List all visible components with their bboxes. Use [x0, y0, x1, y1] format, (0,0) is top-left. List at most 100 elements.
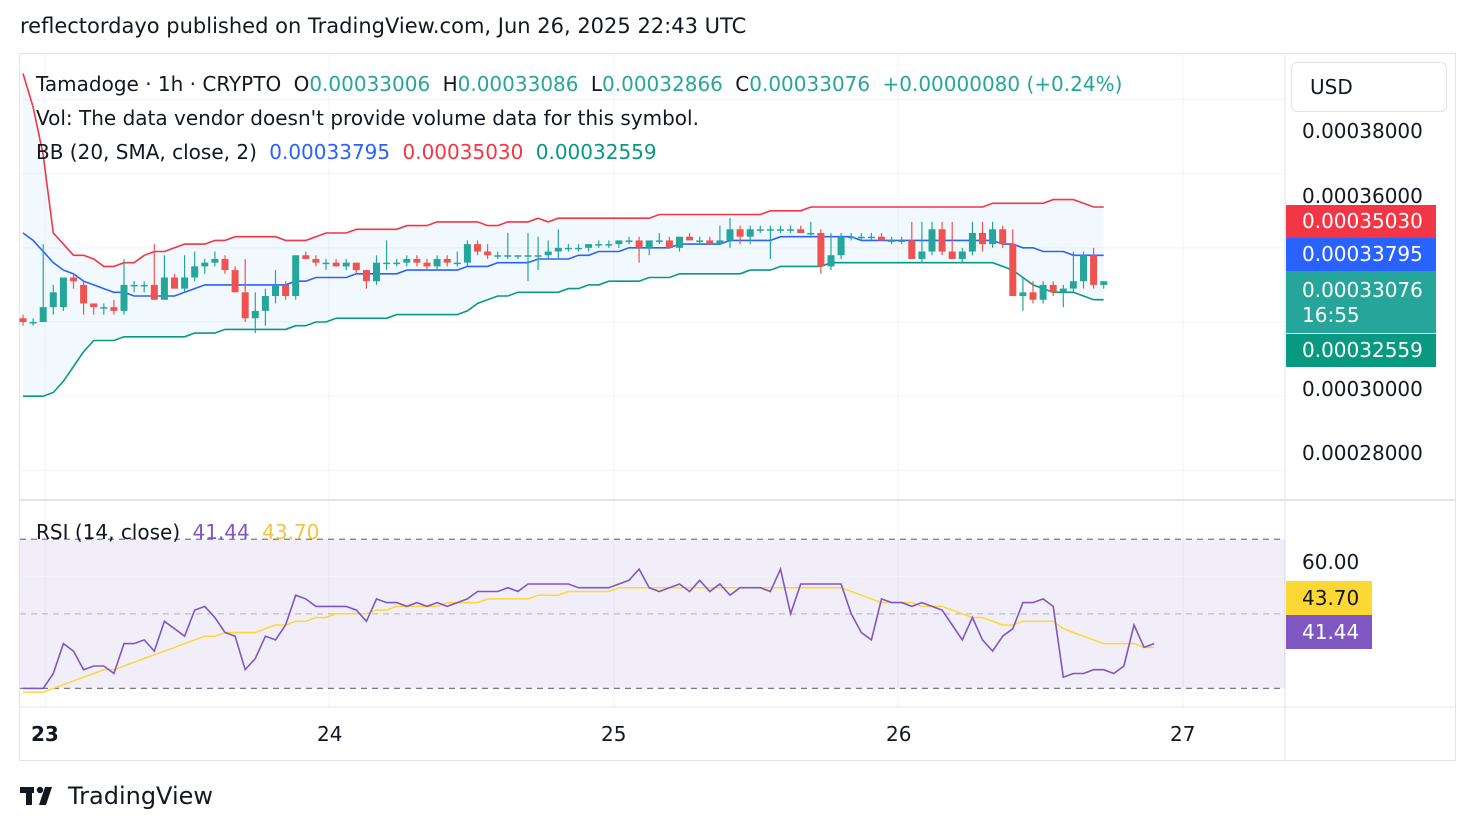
ohlc-close: C0.00033076 [735, 72, 870, 96]
candle-body [150, 284, 158, 300]
candle-body [918, 251, 926, 259]
price-tick: 0.00028000 [1302, 441, 1423, 465]
candle-body [797, 229, 805, 233]
candle-body [958, 251, 966, 259]
candle-body [19, 318, 27, 322]
currency-selector[interactable]: USD [1291, 62, 1447, 112]
bar-countdown: 16:55 [1302, 303, 1360, 327]
candle-body [433, 258, 441, 267]
bb-lower-line [23, 261, 1104, 397]
bb-upper-line [22, 73, 1104, 268]
candle-body [726, 229, 734, 241]
candle-body [171, 277, 178, 289]
tradingview-footer[interactable]: TradingView [20, 782, 213, 810]
candle-body [403, 258, 411, 263]
candle-body [968, 233, 976, 252]
candle-body [665, 240, 673, 248]
candle-body [90, 303, 98, 308]
candle-body [231, 270, 239, 293]
candle-body [160, 277, 168, 300]
candle-body [989, 229, 997, 245]
time-tick: 23 [31, 722, 59, 746]
candle-body [282, 284, 290, 297]
candle-body [777, 229, 784, 231]
candle-body [524, 255, 532, 257]
candle-body [696, 240, 704, 242]
candle-body [80, 284, 88, 304]
tradingview-logo-icon [20, 786, 52, 805]
candle-body [393, 262, 401, 265]
bb-band-fill [23, 73, 1104, 397]
candle-body [847, 236, 855, 239]
brand-name: TradingView [68, 782, 214, 810]
bb-lower-value: 0.00032559 [535, 140, 657, 164]
candle-body [1090, 255, 1098, 285]
open-label: O [293, 72, 310, 96]
candle-body [585, 244, 593, 248]
candle-body [373, 262, 380, 282]
candle-body [261, 296, 269, 311]
candle-body [787, 229, 795, 231]
bb-lower-tag: 0.00032559 [1286, 334, 1436, 367]
candle-body [817, 233, 825, 267]
candle-body [1019, 292, 1027, 297]
candle-body [605, 244, 613, 246]
candle-body [70, 277, 77, 282]
price-tick: 0.00038000 [1302, 119, 1423, 143]
time-tick: 27 [1170, 722, 1196, 746]
candle-body [49, 292, 57, 308]
close-value: 0.00033076 [749, 72, 871, 96]
rsi-ma-tag: 43.70 [1286, 581, 1372, 615]
rsi-label[interactable]: RSI (14, close) [36, 520, 181, 544]
rsi-legend: RSI (14, close) 41.44 43.70 [36, 520, 325, 544]
candle-body [898, 240, 906, 242]
candle-body [29, 322, 37, 324]
candle-body [676, 236, 683, 248]
candle-body [463, 244, 471, 263]
candle-body [625, 240, 633, 242]
publish-header: reflectordayo published on TradingView.c… [20, 14, 747, 38]
candle-body [1069, 281, 1077, 289]
rsi-ma-value: 43.70 [262, 520, 320, 544]
candle-body [1059, 288, 1067, 293]
open-value: 0.00033006 [309, 72, 431, 96]
candle-body [332, 262, 340, 267]
candle-body [514, 255, 522, 257]
candle-body [1039, 284, 1047, 300]
candle-body [352, 262, 360, 271]
ohlc-high: H0.00033086 [443, 72, 579, 96]
rsi-ma-line [23, 586, 1155, 693]
candle-body [292, 255, 300, 297]
candle-body [756, 229, 764, 231]
candle-body [130, 284, 138, 287]
candle-body [635, 240, 643, 248]
symbol-line[interactable]: Tamadoge · 1h · CRYPTO [36, 72, 282, 96]
symbol-legend: Tamadoge · 1h · CRYPTO O0.00033006 H0.00… [36, 72, 1128, 96]
bb-basis-tag: 0.00033795 [1286, 238, 1436, 271]
bb-label[interactable]: BB (20, SMA, close, 2) [36, 140, 257, 164]
time-tick: 24 [317, 722, 343, 746]
candle-body [686, 236, 694, 241]
candle-body [59, 277, 67, 308]
ohlc-open: O0.00033006 [294, 72, 431, 96]
last-price-tag: 0.00033076 16:55 [1286, 271, 1436, 333]
candle-body [302, 255, 310, 259]
candle-body [1009, 244, 1017, 297]
candle-body [827, 255, 835, 267]
candle-body [484, 251, 492, 256]
candle-body [453, 262, 461, 265]
candle-body [100, 307, 108, 309]
bb-basis-line [22, 232, 1104, 297]
candle-body [1080, 255, 1087, 282]
candle-body [837, 236, 845, 256]
candle-body [948, 251, 956, 259]
candle-body [211, 258, 219, 263]
change-value: +0.00000080 (+0.24%) [882, 72, 1123, 96]
candle-body [544, 251, 552, 256]
candle-body [645, 240, 653, 248]
candle-body [110, 307, 118, 311]
candle-body [383, 262, 391, 265]
candle-body [272, 284, 279, 297]
rsi-tick: 60.00 [1302, 550, 1360, 574]
